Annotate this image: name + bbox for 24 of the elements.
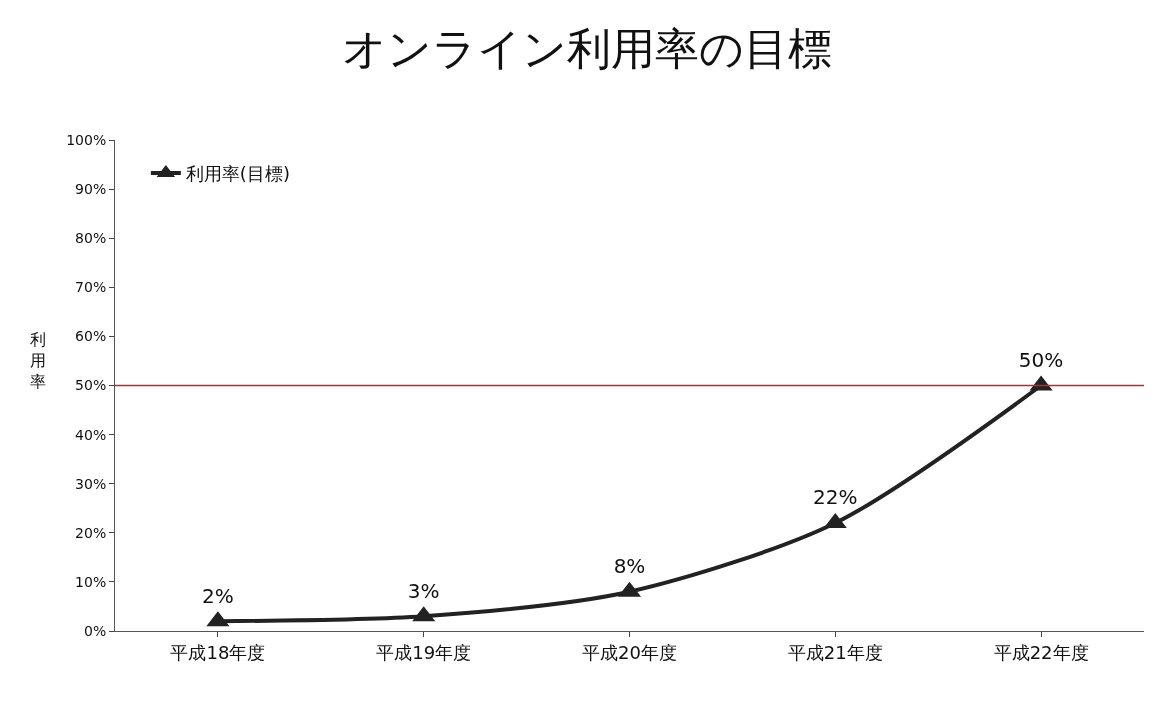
x-tick-label: 平成20年度 [582,641,677,663]
y-axis-title: 利用率 [30,330,46,391]
data-label: 3% [407,578,440,603]
legend-label: 利用率(目標) [185,162,290,184]
y-tick-label: 70% [75,279,107,296]
data-label: 2% [202,583,234,608]
data-label: 50% [1018,348,1064,372]
y-tick-label: 10% [75,573,107,590]
y-tick-label: 30% [75,475,107,492]
y-tick-label: 80% [75,230,107,247]
x-tick-label: 平成19年度 [376,641,472,663]
y-tick-label: 0% [83,622,107,639]
y-tick-label: 20% [75,524,107,541]
data-label: 22% [813,485,858,510]
y-tick-label: 90% [75,181,107,197]
x-tick-label: 平成18年度 [170,641,266,663]
x-tick-label: 平成21年度 [787,641,883,663]
y-tick-label: 50% [75,377,107,394]
chart-title: オンライン利用率の目標 [342,23,832,75]
y-tick-label: 40% [75,426,107,443]
data-label: 8% [613,554,646,579]
y-tick-label: 100% [66,131,107,148]
x-tick-label: 平成22年度 [993,641,1089,663]
y-tick-label: 60% [75,328,107,345]
